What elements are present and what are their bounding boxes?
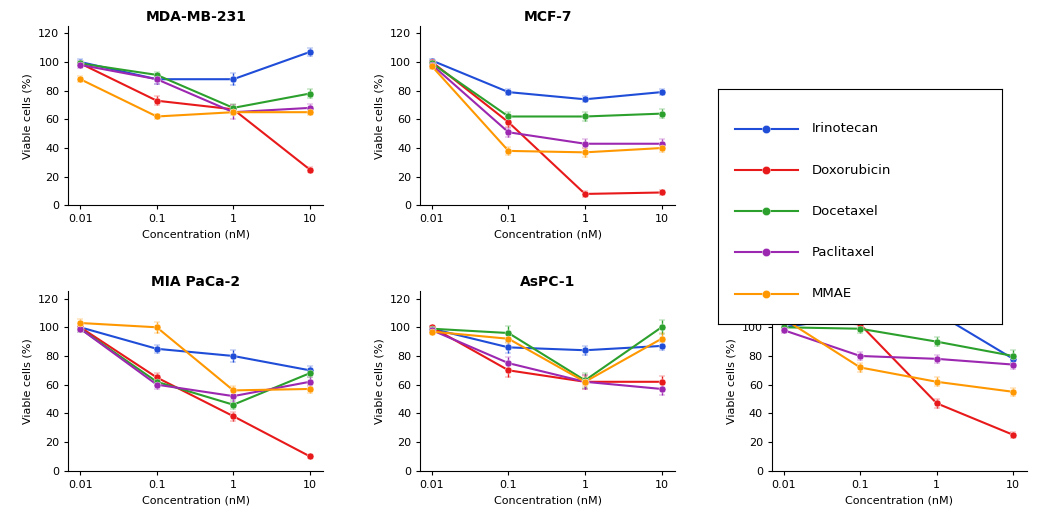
Y-axis label: Viable cells (%): Viable cells (%): [727, 338, 736, 424]
Title: AsPC-1: AsPC-1: [520, 275, 575, 289]
Y-axis label: Viable cells (%): Viable cells (%): [375, 338, 384, 424]
X-axis label: Concentration (nM): Concentration (nM): [494, 495, 601, 505]
Y-axis label: Viable cells (%): Viable cells (%): [23, 338, 33, 424]
Title: Pan02: Pan02: [875, 275, 923, 289]
Y-axis label: Viable cells (%): Viable cells (%): [23, 73, 33, 158]
Text: Irinotecan: Irinotecan: [812, 122, 879, 135]
Title: MIA PaCa-2: MIA PaCa-2: [152, 275, 240, 289]
X-axis label: Concentration (nM): Concentration (nM): [846, 495, 953, 505]
Y-axis label: Viable cells (%): Viable cells (%): [375, 73, 384, 158]
Text: Docetaxel: Docetaxel: [812, 205, 878, 218]
Text: MMAE: MMAE: [812, 287, 852, 300]
Text: Paclitaxel: Paclitaxel: [812, 246, 875, 259]
X-axis label: Concentration (nM): Concentration (nM): [142, 230, 250, 240]
X-axis label: Concentration (nM): Concentration (nM): [142, 495, 250, 505]
X-axis label: Concentration (nM): Concentration (nM): [494, 230, 601, 240]
Title: MCF-7: MCF-7: [523, 9, 572, 24]
Text: Doxorubicin: Doxorubicin: [812, 164, 891, 177]
Title: MDA-MB-231: MDA-MB-231: [145, 9, 246, 24]
